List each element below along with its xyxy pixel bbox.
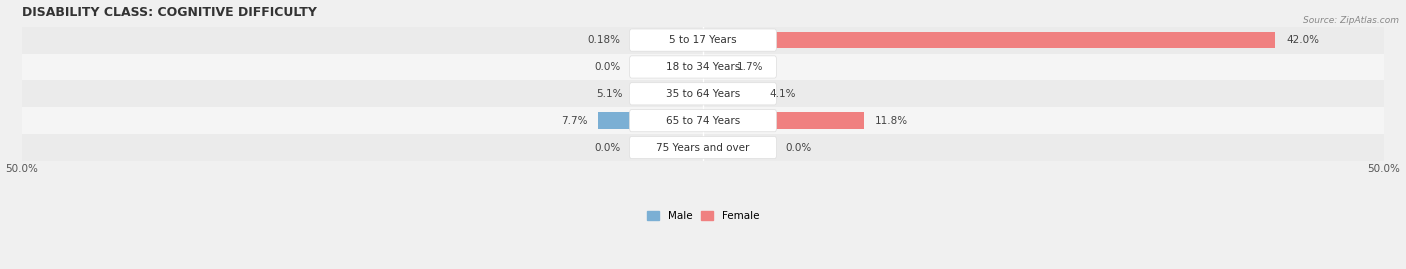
Text: Source: ZipAtlas.com: Source: ZipAtlas.com: [1303, 16, 1399, 25]
Bar: [22, 134, 1384, 161]
Bar: [703, 112, 863, 129]
Text: 11.8%: 11.8%: [875, 116, 908, 126]
FancyBboxPatch shape: [630, 56, 776, 78]
Text: 0.0%: 0.0%: [786, 143, 811, 153]
Text: 5.1%: 5.1%: [596, 89, 623, 99]
Text: 18 to 34 Years: 18 to 34 Years: [666, 62, 740, 72]
Bar: [22, 107, 1384, 134]
Text: 0.0%: 0.0%: [595, 62, 620, 72]
Text: 0.0%: 0.0%: [595, 143, 620, 153]
Text: 1.7%: 1.7%: [737, 62, 763, 72]
Bar: [700, 32, 703, 48]
Text: 35 to 64 Years: 35 to 64 Years: [666, 89, 740, 99]
Bar: [22, 27, 1384, 54]
Bar: [703, 139, 707, 156]
Bar: [703, 86, 759, 102]
Bar: [699, 139, 703, 156]
Text: 75 Years and over: 75 Years and over: [657, 143, 749, 153]
Bar: [22, 54, 1384, 80]
Bar: [598, 112, 703, 129]
Text: 42.0%: 42.0%: [1286, 35, 1319, 45]
Text: 65 to 74 Years: 65 to 74 Years: [666, 116, 740, 126]
Text: 5 to 17 Years: 5 to 17 Years: [669, 35, 737, 45]
Bar: [699, 59, 703, 75]
FancyBboxPatch shape: [630, 29, 776, 51]
Text: DISABILITY CLASS: COGNITIVE DIFFICULTY: DISABILITY CLASS: COGNITIVE DIFFICULTY: [22, 6, 316, 19]
FancyBboxPatch shape: [630, 136, 776, 159]
Text: 4.1%: 4.1%: [769, 89, 796, 99]
Bar: [703, 32, 1275, 48]
Text: 7.7%: 7.7%: [561, 116, 588, 126]
Text: 0.18%: 0.18%: [588, 35, 620, 45]
FancyBboxPatch shape: [630, 83, 776, 105]
FancyBboxPatch shape: [630, 109, 776, 132]
Bar: [22, 80, 1384, 107]
Legend: Male, Female: Male, Female: [643, 207, 763, 226]
Bar: [634, 86, 703, 102]
Bar: [703, 59, 725, 75]
